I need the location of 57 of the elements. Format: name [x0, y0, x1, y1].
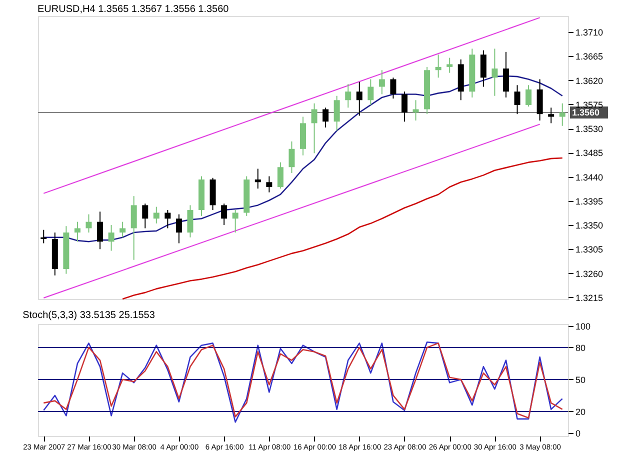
candlestick: [502, 51, 509, 98]
candlestick: [266, 176, 272, 193]
y-tick-label: 1.3710: [576, 28, 604, 38]
candlestick: [277, 162, 284, 190]
candlestick: [97, 211, 104, 250]
y-tick-label: 1.3485: [576, 148, 604, 158]
candlestick: [378, 70, 385, 95]
candlestick: [232, 210, 238, 234]
candlestick: [254, 168, 261, 190]
candlestick: [334, 95, 340, 132]
candlestick: [40, 229, 47, 244]
candlestick: [435, 54, 442, 78]
candlestick: [142, 203, 148, 229]
candlestick: [559, 102, 566, 126]
candlestick: [390, 77, 396, 100]
candlestick: [176, 214, 182, 244]
candlestick: [108, 224, 114, 252]
y-tick-label: 80: [576, 342, 586, 353]
candlestick: [401, 91, 408, 122]
candlestick: [86, 214, 92, 234]
line-series: [122, 157, 564, 300]
candlestick: [492, 48, 498, 96]
candlestick: [446, 57, 453, 74]
candlestick: [130, 196, 137, 260]
candlestick: [526, 84, 532, 108]
candlestick: [368, 78, 374, 106]
candlestick: [412, 100, 419, 122]
y-tick-label: 1.3395: [576, 196, 604, 206]
candlestick: [221, 203, 228, 226]
y-tick-label: 1.3305: [576, 244, 604, 255]
y-tick-label: 100: [576, 322, 591, 332]
chart-title: Stoch(5,3,3) 33.5135 25.1553: [22, 310, 156, 322]
y-tick-label: 50: [576, 374, 586, 385]
y-tick-label: 1.3620: [576, 76, 604, 86]
y-tick-label: 1.3215: [576, 292, 604, 303]
y-tick-label: 1.3350: [576, 220, 604, 231]
candlestick: [514, 84, 520, 115]
y-tick-label: 1.3530: [576, 124, 604, 134]
y-tick-label: 0: [576, 428, 581, 438]
candlestick: [120, 221, 126, 238]
candlestick: [164, 210, 171, 229]
candlestick: [548, 107, 554, 124]
candlestick: [153, 206, 160, 224]
candlestick: [356, 81, 362, 116]
y-tick-label: 1.3665: [576, 52, 604, 62]
y-tick-label: 1.3440: [576, 172, 604, 182]
y-tick-label: 1.3260: [576, 268, 604, 279]
candlestick: [311, 102, 318, 154]
candlestick: [74, 221, 80, 242]
chart-title: EURUSD,H4 1.3565 1.3567 1.3556 1.3560: [38, 4, 230, 15]
candlestick: [187, 204, 194, 238]
candlestick: [345, 84, 352, 108]
y-tick-label: 20: [576, 406, 586, 417]
candlestick: [288, 140, 295, 174]
candlestick: [480, 50, 486, 88]
ref-line-label: 1.3560: [572, 107, 600, 118]
candlestick: [322, 107, 329, 128]
